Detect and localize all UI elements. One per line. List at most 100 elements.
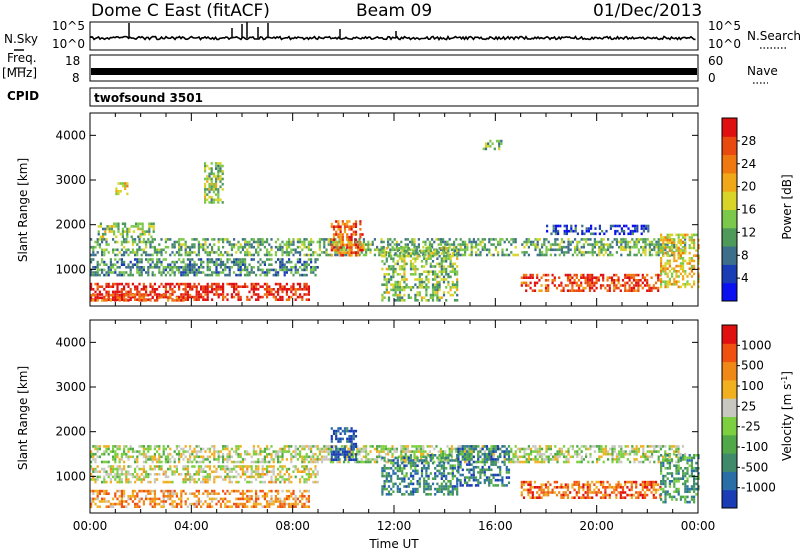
data-cell bbox=[248, 253, 251, 257]
data-cell bbox=[169, 282, 172, 286]
data-cell bbox=[414, 273, 417, 276]
data-cell bbox=[184, 263, 187, 266]
data-cell bbox=[164, 282, 167, 286]
data-cell bbox=[586, 281, 589, 285]
data-cell bbox=[263, 497, 266, 501]
colorbar-tick-label: 16 bbox=[741, 203, 756, 217]
data-cell bbox=[406, 238, 409, 241]
data-cell bbox=[145, 495, 148, 498]
data-cell bbox=[270, 248, 273, 252]
data-cell bbox=[303, 266, 306, 269]
data-cell bbox=[303, 460, 306, 464]
data-cell bbox=[178, 240, 181, 244]
data-cell bbox=[644, 238, 647, 241]
data-cell bbox=[307, 298, 310, 301]
data-cell bbox=[204, 285, 207, 288]
colorbar-swatch bbox=[722, 264, 737, 284]
data-cell bbox=[429, 257, 432, 260]
data-cell bbox=[92, 288, 95, 291]
data-cell bbox=[241, 505, 244, 508]
data-cell bbox=[257, 251, 260, 254]
data-cell bbox=[435, 253, 438, 257]
data-cell bbox=[639, 284, 642, 287]
data-cell bbox=[662, 267, 665, 270]
data-cell bbox=[109, 258, 112, 261]
data-cell bbox=[222, 447, 225, 451]
data-cell bbox=[126, 184, 129, 188]
data-cell bbox=[142, 288, 145, 291]
data-cell bbox=[123, 288, 126, 291]
data-cell bbox=[283, 445, 286, 448]
data-cell bbox=[99, 222, 102, 226]
data-cell bbox=[490, 445, 493, 448]
data-cell bbox=[228, 458, 231, 461]
data-cell bbox=[598, 447, 601, 451]
data-cell bbox=[120, 495, 123, 498]
data-cell bbox=[147, 258, 150, 261]
data-cell bbox=[288, 251, 291, 254]
data-cell bbox=[241, 489, 244, 493]
data-cell bbox=[620, 455, 623, 459]
data-cell bbox=[407, 293, 410, 297]
data-cell bbox=[99, 225, 102, 228]
data-cell bbox=[237, 505, 240, 508]
data-cell bbox=[195, 450, 198, 453]
data-cell bbox=[200, 470, 203, 473]
data-cell bbox=[134, 470, 137, 473]
data-cell bbox=[195, 238, 198, 241]
data-cell bbox=[409, 273, 413, 276]
data-cell bbox=[206, 455, 209, 459]
data-cell bbox=[423, 257, 426, 260]
data-cell bbox=[673, 257, 676, 260]
data-cell bbox=[461, 240, 464, 244]
data-cell bbox=[357, 243, 360, 247]
data-cell bbox=[578, 452, 581, 456]
data-cell bbox=[169, 285, 172, 288]
data-cell bbox=[389, 238, 392, 241]
data-cell bbox=[354, 251, 358, 254]
data-cell bbox=[90, 497, 93, 501]
data-cell bbox=[268, 460, 271, 464]
data-cell bbox=[299, 285, 302, 288]
data-cell bbox=[213, 470, 216, 473]
data-cell bbox=[339, 230, 342, 234]
data-cell bbox=[228, 243, 231, 246]
data-cell bbox=[124, 182, 127, 185]
data-cell bbox=[94, 299, 97, 302]
data-cell bbox=[299, 260, 302, 264]
data-cell bbox=[131, 273, 134, 277]
data-cell bbox=[538, 279, 541, 282]
data-cell bbox=[510, 251, 513, 254]
data-cell bbox=[571, 281, 574, 285]
data-cell bbox=[134, 298, 137, 301]
data-cell bbox=[268, 502, 271, 506]
data-cell bbox=[409, 265, 413, 268]
data-cell bbox=[149, 245, 152, 249]
data-cell bbox=[569, 281, 572, 285]
data-cell bbox=[136, 290, 139, 294]
data-cell bbox=[167, 489, 170, 493]
data-cell bbox=[178, 238, 181, 241]
data-cell bbox=[527, 445, 530, 448]
data-cell bbox=[671, 249, 674, 252]
data-cell bbox=[503, 458, 506, 461]
data-cell bbox=[131, 495, 134, 498]
data-cell bbox=[348, 248, 351, 252]
data-cell bbox=[400, 452, 403, 456]
data-cell bbox=[112, 263, 115, 266]
data-cell bbox=[591, 276, 594, 279]
data-cell bbox=[536, 273, 539, 277]
data-cell bbox=[632, 284, 636, 287]
data-cell bbox=[222, 445, 225, 448]
data-cell bbox=[90, 268, 93, 272]
data-cell bbox=[634, 224, 637, 228]
data-cell bbox=[564, 273, 567, 277]
data-cell bbox=[171, 245, 174, 249]
data-cell bbox=[447, 252, 450, 255]
data-cell bbox=[390, 288, 393, 292]
data-cell bbox=[622, 240, 625, 244]
data-cell bbox=[529, 281, 532, 285]
data-cell bbox=[602, 248, 605, 252]
data-cell bbox=[396, 254, 399, 258]
data-cell bbox=[660, 267, 663, 270]
